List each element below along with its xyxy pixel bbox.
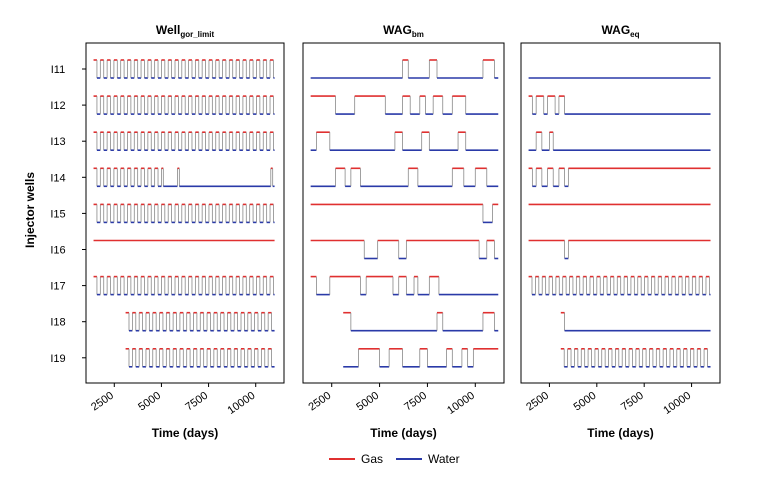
well-series-I13: [310, 131, 499, 151]
y-tick-label: I12: [50, 100, 65, 112]
y-tick-label: I13: [50, 136, 65, 148]
x-tick-label: 2500: [306, 390, 333, 414]
y-tick-label: I17: [50, 281, 65, 293]
well-series-I12: [93, 95, 275, 115]
x-tick-label: 7500: [183, 390, 210, 414]
x-tick-label: 5000: [354, 390, 381, 414]
well-series-I17: [310, 275, 499, 296]
y-tick-label: I14: [50, 172, 65, 184]
x-axis-label: Time (days): [587, 426, 653, 440]
x-tick-label: 2500: [524, 390, 551, 414]
well-series-I15: [310, 203, 499, 224]
well-series-I18: [125, 311, 275, 332]
panel-title: WAGeq: [601, 23, 639, 39]
well-series-I14: [93, 167, 275, 188]
well-series-I19: [560, 347, 711, 368]
well-series-I12: [310, 95, 499, 115]
well-series-I17: [528, 275, 711, 296]
panel-frame: [520, 42, 721, 384]
x-tick-label: 7500: [402, 390, 429, 414]
y-tick-label: I15: [50, 208, 65, 220]
well-series-I19: [343, 347, 499, 368]
y-axis-label: Injector wells: [23, 172, 37, 248]
well-series-I13: [528, 131, 711, 151]
well-series-I12: [528, 95, 711, 115]
x-tick-label: 10000: [445, 390, 477, 417]
legend-label-water: Water: [428, 452, 460, 466]
x-tick-label: 5000: [572, 390, 599, 414]
x-tick-label: 10000: [225, 390, 257, 417]
panel-2: WAGbm 2500 5000 7500 10000 Time (days): [302, 23, 505, 440]
y-tick-label: I18: [50, 317, 65, 329]
well-series-I16: [310, 239, 499, 260]
x-tick-label: 7500: [619, 390, 646, 414]
panel-frame: [302, 42, 505, 384]
x-tick-label: 5000: [136, 390, 163, 414]
x-tick-label: 2500: [89, 390, 116, 414]
legend: Gas Water: [329, 452, 460, 466]
well-series-I13: [93, 131, 275, 151]
well-series-I18: [343, 311, 499, 332]
well-series-I18: [560, 311, 711, 332]
panel-3: WAGeq 2500 5000 7500 10000 Time (days): [520, 23, 721, 440]
well-series-I17: [93, 275, 275, 296]
well-series-I15: [93, 203, 275, 224]
y-tick-label: I19: [50, 353, 65, 365]
well-series-I19: [125, 347, 275, 368]
x-tick-label: 10000: [661, 390, 693, 417]
well-series-I16: [528, 239, 711, 260]
well-series-I11: [93, 59, 275, 79]
panel-title: Wellgor_limit: [156, 23, 215, 39]
well-series-I11: [310, 59, 499, 79]
well-series-I14: [528, 167, 711, 188]
panel-title: WAGbm: [383, 23, 424, 39]
well-series-I14: [310, 167, 499, 188]
legend-label-gas: Gas: [361, 452, 383, 466]
y-tick-label: I16: [50, 245, 65, 257]
y-tick-label: I11: [51, 64, 65, 76]
x-axis-label: Time (days): [152, 426, 218, 440]
panel-1: Wellgor_limit I11 I12 I13 I14 I15 I16 I17 I18 I19…: [50, 23, 285, 440]
x-axis-label: Time (days): [370, 426, 436, 440]
